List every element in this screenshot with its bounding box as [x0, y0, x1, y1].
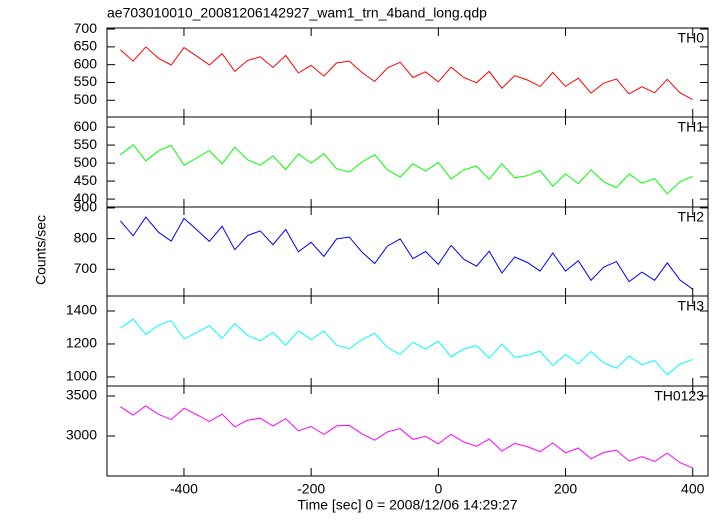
data-line	[120, 46, 693, 101]
y-tick-label: 3500	[66, 387, 97, 403]
panel-frame	[106, 295, 709, 387]
x-tick-label: 400	[681, 481, 705, 497]
y-tick-label: 400	[74, 190, 98, 206]
data-line	[120, 143, 693, 195]
y-tick-label: 500	[74, 91, 98, 107]
panel-frame	[106, 116, 709, 208]
y-tick-label: 600	[74, 55, 98, 71]
y-tick-label: 700	[74, 260, 98, 276]
panel-frame	[106, 206, 709, 297]
series-label: TH1	[678, 119, 705, 135]
x-axis-label: Time [sec] 0 = 2008/12/06 14:29:27	[297, 497, 517, 513]
y-tick-label: 1200	[66, 335, 97, 351]
x-tick-label: -200	[297, 481, 325, 497]
panel-frame	[106, 385, 709, 477]
y-tick-label: 900	[74, 199, 98, 215]
data-line	[120, 318, 693, 376]
y-tick-label: 1000	[66, 368, 97, 384]
data-line	[120, 405, 693, 469]
series-label: TH0	[678, 30, 705, 46]
y-axis-label: Counts/sec	[33, 215, 49, 285]
y-tick-label: 700	[74, 20, 98, 36]
chart-title: ae703010010_20081206142927_wam1_trn_4ban…	[107, 5, 487, 21]
series-label: TH3	[678, 298, 705, 314]
y-tick-label: 550	[74, 136, 98, 152]
y-tick-label: 650	[74, 38, 98, 54]
y-tick-label: 600	[74, 118, 98, 134]
y-tick-label: 450	[74, 172, 98, 188]
x-tick-label: -400	[170, 481, 198, 497]
y-tick-label: 3000	[66, 427, 97, 443]
panel-frame	[106, 27, 709, 118]
data-line	[120, 216, 693, 290]
x-tick-label: 200	[554, 481, 578, 497]
y-tick-label: 1400	[66, 302, 97, 318]
series-label: TH0123	[654, 388, 704, 404]
series-label: TH2	[678, 209, 705, 225]
x-tick-label: 0	[434, 481, 442, 497]
y-tick-label: 800	[74, 229, 98, 245]
y-tick-label: 500	[74, 154, 98, 170]
y-tick-label: 550	[74, 73, 98, 89]
